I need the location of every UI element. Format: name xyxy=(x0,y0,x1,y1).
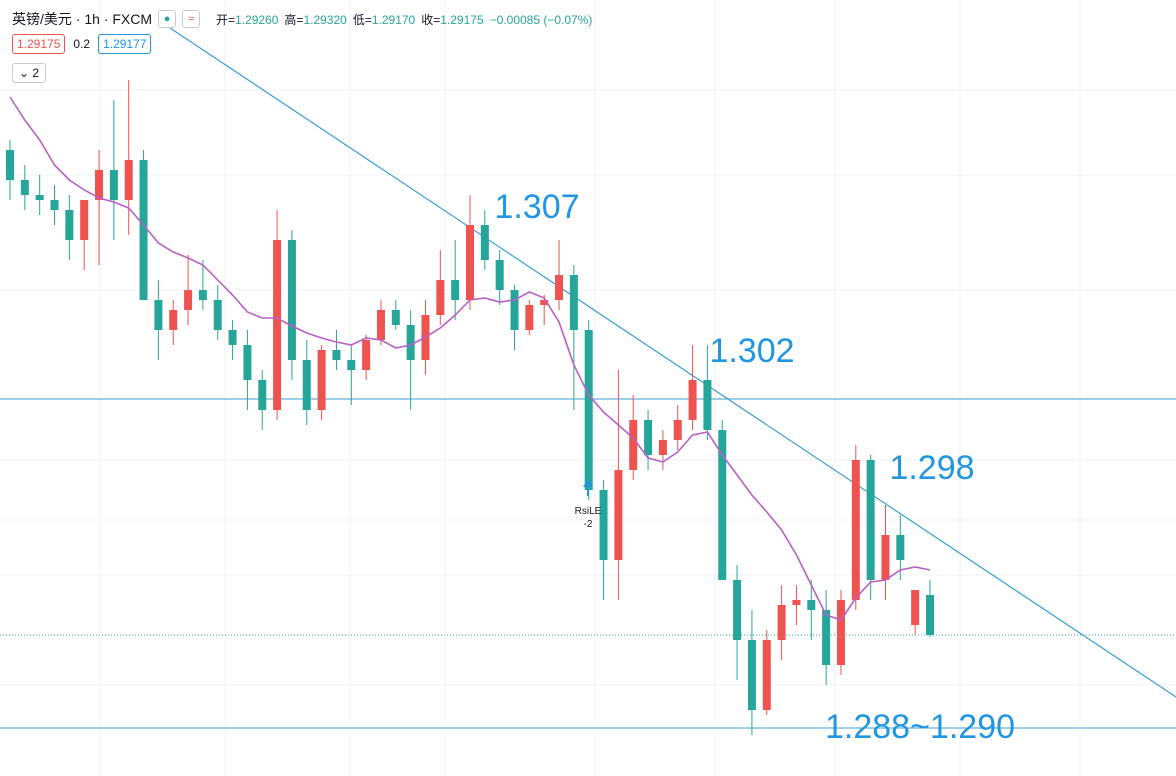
candle-body xyxy=(35,195,44,200)
candle-body xyxy=(584,330,593,490)
candle-body xyxy=(673,420,682,440)
status-icon[interactable]: ≈ xyxy=(182,10,201,28)
candle-body xyxy=(287,240,296,360)
candle-body xyxy=(555,275,564,300)
candle-body xyxy=(866,460,875,580)
candle-body xyxy=(436,280,445,315)
moving-average xyxy=(9,96,931,621)
ohlc: 开=1.29260 高=1.29320 低=1.29170 收=1.29175 −0.0… xyxy=(216,11,592,28)
candle-body xyxy=(614,470,623,560)
candle-body xyxy=(851,460,860,600)
candle-body xyxy=(881,535,890,580)
candle-body xyxy=(317,350,326,410)
candle-body xyxy=(525,305,534,330)
candle-body xyxy=(273,240,282,410)
candle-body xyxy=(20,180,29,195)
candle-body xyxy=(703,380,712,430)
spread: 0.2 xyxy=(73,37,91,51)
candle-body xyxy=(139,160,148,300)
candle-body xyxy=(733,580,742,640)
candle-body xyxy=(466,225,474,300)
candle-body xyxy=(569,275,578,330)
ohlc-label: 高= xyxy=(284,12,304,27)
header: 英镑/美元 · 1h · FXCM ● ≈ 开=1.29260 高=1.29320… xyxy=(12,9,592,29)
candle-body xyxy=(376,310,385,340)
candle-body xyxy=(777,605,786,640)
candle-body xyxy=(822,610,831,665)
ohlc-value: 1.29175 xyxy=(440,12,484,27)
annotation: 1.298 xyxy=(889,449,974,487)
buy-price[interactable]: 1.29177 xyxy=(98,34,152,54)
candle-body xyxy=(332,350,341,360)
candle-body xyxy=(213,300,222,330)
ohlc-label: 低= xyxy=(352,12,372,27)
candle-body xyxy=(629,420,638,470)
candle-body xyxy=(495,260,504,290)
trendline xyxy=(169,27,1176,698)
ohlc-value: 1.29260 xyxy=(235,12,279,27)
candle-body xyxy=(228,330,237,345)
candle-body xyxy=(540,300,549,305)
candle-body xyxy=(926,595,934,635)
candle-body xyxy=(243,345,252,380)
candle-body xyxy=(80,200,89,240)
candle-body xyxy=(658,440,667,455)
candle-body xyxy=(65,210,74,240)
signal-label: RsiLE xyxy=(575,506,602,517)
candle-body xyxy=(480,225,489,260)
ohlc-value: 1.29320 xyxy=(303,12,347,27)
candle-body xyxy=(406,325,415,360)
candle-body xyxy=(109,170,118,200)
ohlc-value: 1.29170 xyxy=(371,12,416,27)
sell-price[interactable]: 1.29175 xyxy=(12,34,66,54)
annotation: 1.307 xyxy=(494,188,579,226)
candle-body xyxy=(362,340,371,370)
candle-body xyxy=(688,380,697,420)
candle-body xyxy=(124,160,133,200)
candle-body xyxy=(347,360,356,370)
candle-body xyxy=(911,590,920,625)
signal-arrow xyxy=(583,479,593,496)
candle-body xyxy=(718,430,727,580)
candle-body xyxy=(836,600,845,665)
candle-body xyxy=(184,290,193,310)
candle-body xyxy=(391,310,400,325)
candle-body xyxy=(50,200,59,210)
candle-body xyxy=(169,310,178,330)
signal-qty: -2 xyxy=(584,519,593,530)
ohlc-label: 收= xyxy=(421,12,441,27)
candle-body xyxy=(747,640,756,710)
candle-body xyxy=(644,420,653,455)
symbol: 英镑/美元 · 1h · FXCM xyxy=(12,11,153,27)
candle-body xyxy=(154,300,163,330)
price-row: 1.29175 0.2 1.29177 xyxy=(12,34,152,54)
candle-body xyxy=(792,600,801,605)
candle-body xyxy=(258,380,267,410)
candle-body xyxy=(198,290,207,300)
candle-body xyxy=(6,150,14,180)
candle-body xyxy=(807,600,816,610)
candle-body xyxy=(762,640,771,710)
status-icon[interactable]: ● xyxy=(158,10,177,28)
candle-body xyxy=(896,535,905,560)
annotation: 1.302 xyxy=(709,332,794,370)
candle-body xyxy=(451,280,460,300)
candle-body xyxy=(302,360,311,410)
change: −0.00085 (−0.07%) xyxy=(489,12,593,27)
indicator-count: 2 xyxy=(32,66,40,80)
annotation: 1.288~1.290 xyxy=(825,708,1015,746)
candle-body xyxy=(599,490,608,560)
candle-body xyxy=(95,170,104,200)
indicator-toggle[interactable]: ⌄ 2 xyxy=(12,63,47,83)
ohlc-label: 开= xyxy=(216,12,236,27)
candle-body xyxy=(510,290,519,330)
